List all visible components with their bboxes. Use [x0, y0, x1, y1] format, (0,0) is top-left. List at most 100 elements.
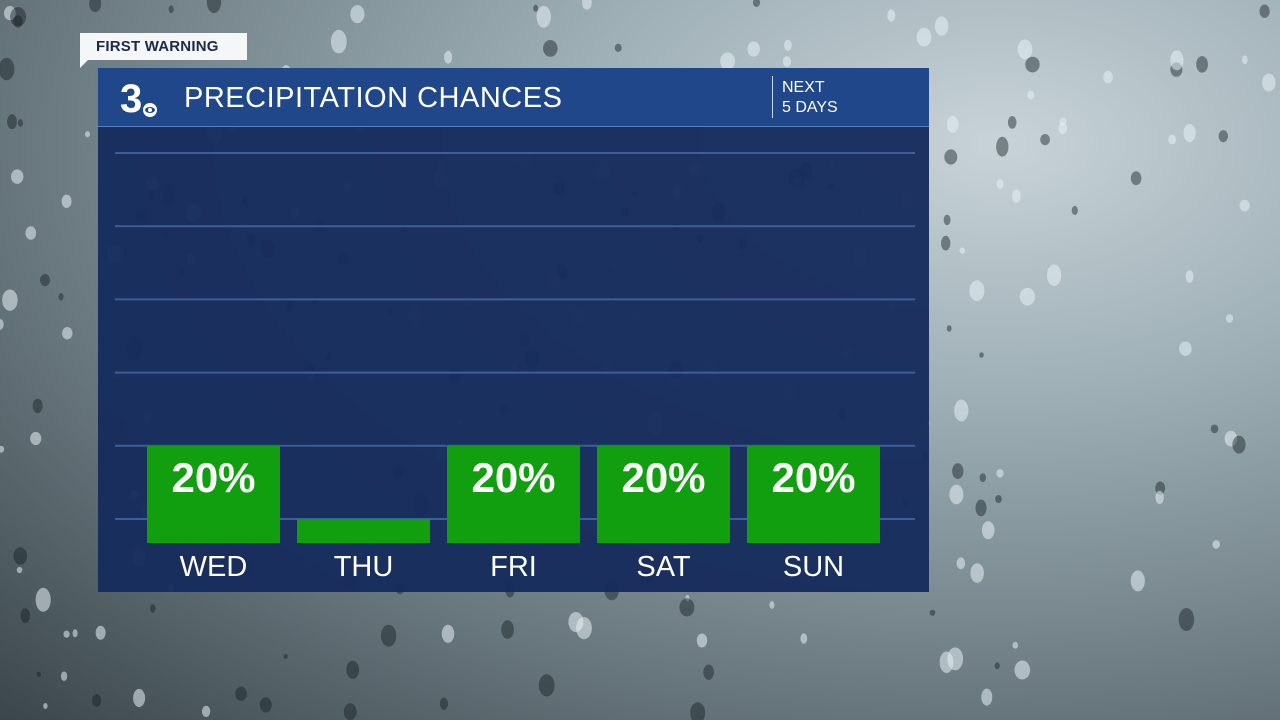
raindrop — [13, 547, 28, 565]
raindrop — [946, 325, 952, 332]
raindrop — [1212, 540, 1220, 549]
raindrop — [0, 57, 15, 81]
raindrop — [441, 624, 455, 643]
raindrop — [752, 0, 761, 7]
raindrop — [13, 15, 23, 28]
raindrop — [1196, 56, 1208, 73]
raindrop — [346, 660, 360, 679]
raindrop — [1224, 430, 1238, 447]
raindrop — [501, 620, 514, 639]
bar-value-label: 20% — [171, 454, 255, 501]
raindrop — [439, 697, 448, 710]
raindrop — [696, 633, 708, 648]
raindrop — [979, 473, 986, 482]
raindrop — [1259, 4, 1270, 18]
raindrop — [582, 0, 592, 10]
raindrop — [952, 463, 964, 479]
raindrop — [1027, 90, 1035, 100]
raindrop — [330, 29, 347, 54]
raindrop — [1025, 56, 1040, 73]
day-label: FRI — [490, 551, 537, 583]
raindrop — [934, 16, 949, 36]
bar-fri: 20% FRI — [447, 445, 580, 583]
raindrop — [685, 594, 690, 602]
forecast-range: NEXT 5 DAYS — [782, 78, 838, 118]
day-label: WED — [180, 551, 248, 583]
raindrop — [61, 194, 72, 208]
raindrop — [956, 557, 966, 570]
raindrop — [543, 40, 558, 57]
precipitation-bar-chart: 20% WED THU 20% FRI 20% SAT 20% SUN — [115, 152, 915, 583]
raindrop — [1103, 70, 1113, 84]
raindrop — [20, 608, 31, 623]
raindrop — [1218, 130, 1229, 143]
raindrop — [1183, 124, 1196, 142]
bar-rect — [747, 445, 880, 543]
bar-value-label: 20% — [471, 454, 555, 501]
raindrop — [63, 630, 70, 638]
raindrop — [1155, 490, 1164, 504]
raindrop — [1185, 270, 1194, 283]
bar-value-label: 20% — [621, 454, 705, 501]
raindrop — [690, 702, 706, 720]
raindrop — [568, 612, 584, 632]
raindrop — [1168, 134, 1177, 145]
raindrop — [58, 293, 64, 301]
raindrop — [679, 598, 695, 617]
raindrop — [975, 499, 987, 517]
raindrop — [11, 169, 24, 184]
raindrop — [43, 703, 48, 709]
raindrop — [1130, 570, 1145, 592]
raindrop — [1155, 481, 1166, 495]
raindrop — [17, 119, 23, 127]
raindrop — [25, 226, 37, 240]
raindrop — [970, 563, 984, 583]
raindrop — [1239, 199, 1250, 212]
raindrop — [133, 688, 146, 708]
raindrop — [3, 6, 16, 21]
raindrop — [0, 445, 5, 453]
raindrop — [72, 629, 78, 638]
bar-sun: 20% SUN — [747, 445, 880, 583]
raindrop — [1058, 122, 1068, 134]
day-label: SUN — [783, 551, 844, 583]
raindrop — [36, 671, 41, 677]
chart-panel: 3 PRECIPITATION CHANCES NEXT 5 DAYS 20% W… — [98, 68, 929, 592]
raindrop — [996, 136, 1009, 157]
raindrop — [235, 686, 247, 701]
raindrop — [1046, 264, 1062, 287]
station-logo-icon: 3 — [120, 77, 157, 120]
raindrop — [39, 274, 51, 287]
raindrop — [201, 705, 211, 718]
forecast-range-line2: 5 DAYS — [782, 99, 838, 116]
day-label: THU — [334, 551, 394, 583]
raindrop — [941, 235, 951, 251]
raindrop — [969, 280, 985, 302]
raindrop — [994, 662, 1000, 670]
raindrop — [7, 114, 17, 130]
bar-thu: THU — [297, 519, 430, 583]
raindrop — [943, 214, 951, 226]
raindrop — [150, 604, 156, 613]
chart-title: PRECIPITATION CHANCES — [184, 82, 563, 114]
raindrop — [85, 131, 90, 138]
raindrop — [1012, 189, 1021, 203]
raindrop — [206, 0, 222, 14]
bar-rect — [597, 445, 730, 543]
raindrop — [61, 671, 68, 681]
raindrop — [949, 484, 964, 505]
raindrop — [89, 0, 102, 12]
bar-rect — [297, 519, 430, 543]
raindrop — [30, 431, 42, 446]
chart-header: 3 PRECIPITATION CHANCES NEXT 5 DAYS — [98, 68, 929, 127]
bar-rect — [447, 445, 580, 543]
raindrop — [350, 5, 365, 24]
raindrop — [996, 179, 1004, 189]
raindrop — [981, 521, 995, 540]
raindrop — [769, 601, 775, 609]
raindrop — [703, 664, 714, 680]
day-label: SAT — [636, 551, 691, 583]
raindrop — [1014, 660, 1031, 680]
raindrop — [782, 56, 792, 67]
raindrop — [1007, 116, 1017, 129]
